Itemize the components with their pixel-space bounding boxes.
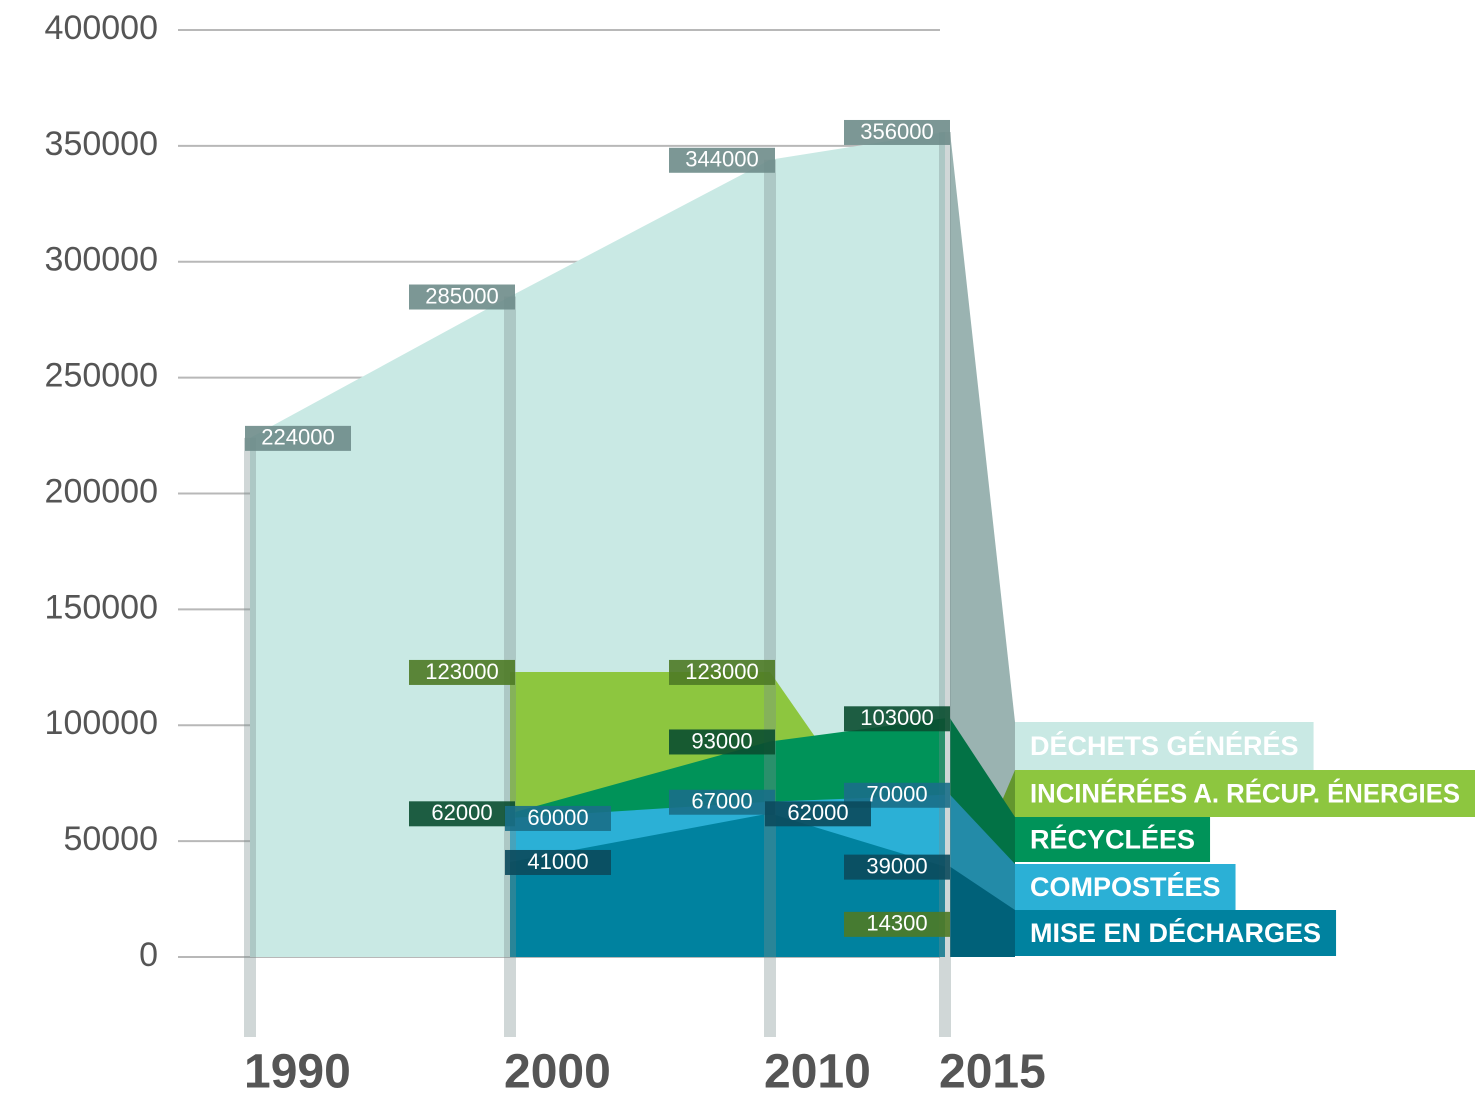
value-label: 344000 [685, 147, 758, 172]
value-label: 62000 [787, 800, 848, 825]
value-label: 62000 [431, 800, 492, 825]
value-label: 39000 [866, 853, 927, 878]
value-label-bg [844, 911, 950, 937]
legend-box [1015, 770, 1475, 817]
value-label: 224000 [261, 425, 334, 450]
y-tick-label: 300000 [45, 241, 158, 279]
value-label: 123000 [685, 659, 758, 684]
x-tick-label: 2015 [939, 1046, 1046, 1096]
value-label-bg [669, 789, 775, 815]
value-label: 356000 [860, 119, 933, 144]
value-label: 70000 [866, 782, 927, 807]
y-tick-label: 0 [139, 936, 158, 974]
value-label: 93000 [691, 728, 752, 753]
year-pole [939, 131, 951, 1038]
year-pole [244, 437, 256, 1037]
value-label-bg [669, 147, 775, 173]
legend-label: INCINÉRÉES A. RÉCUP. ÉNERGIES [1030, 778, 1460, 809]
value-label-bg [505, 849, 611, 875]
legend-box [1015, 817, 1211, 862]
value-label-bg [844, 119, 950, 145]
value-label: 41000 [527, 849, 588, 874]
value-label: 285000 [425, 283, 498, 308]
value-label-bg [765, 801, 871, 827]
x-tick-label: 1990 [244, 1046, 351, 1096]
x-tick-label: 2010 [764, 1046, 871, 1096]
y-tick-label: 400000 [45, 9, 158, 47]
value-label: 123000 [425, 659, 498, 684]
value-label-bg [409, 659, 515, 685]
y-tick-label: 350000 [45, 125, 158, 163]
y-tick-label: 150000 [45, 588, 158, 626]
legend-label: COMPOSTÉES [1030, 871, 1221, 902]
y-tick-label: 100000 [45, 704, 158, 742]
area [510, 813, 945, 957]
legend-box [1015, 722, 1314, 770]
value-label-bg [245, 425, 351, 451]
legend-connector [950, 866, 1015, 957]
value-label-bg [505, 805, 611, 831]
y-tick-label: 50000 [63, 820, 158, 858]
legend-label: DÉCHETS GÉNÉRÉS [1030, 730, 1299, 761]
value-label-bg [409, 801, 515, 827]
x-tick-label: 2000 [504, 1046, 611, 1096]
value-label-bg [844, 854, 950, 880]
value-label: 67000 [691, 789, 752, 814]
value-label: 14300 [866, 911, 927, 936]
year-pole [764, 159, 776, 1037]
legend-box [1015, 864, 1236, 910]
value-label-bg [669, 659, 775, 685]
value-label-bg [844, 706, 950, 732]
value-label-bg [409, 284, 515, 310]
legend-box [1015, 910, 1337, 956]
legend-label: RÉCYCLÉES [1030, 824, 1195, 855]
value-label: 103000 [860, 705, 933, 730]
y-tick-label: 200000 [45, 472, 158, 510]
value-label-bg [669, 729, 775, 755]
value-label: 60000 [527, 805, 588, 830]
y-tick-label: 250000 [45, 357, 158, 395]
legend-label: MISE EN DÉCHARGES [1030, 917, 1321, 948]
